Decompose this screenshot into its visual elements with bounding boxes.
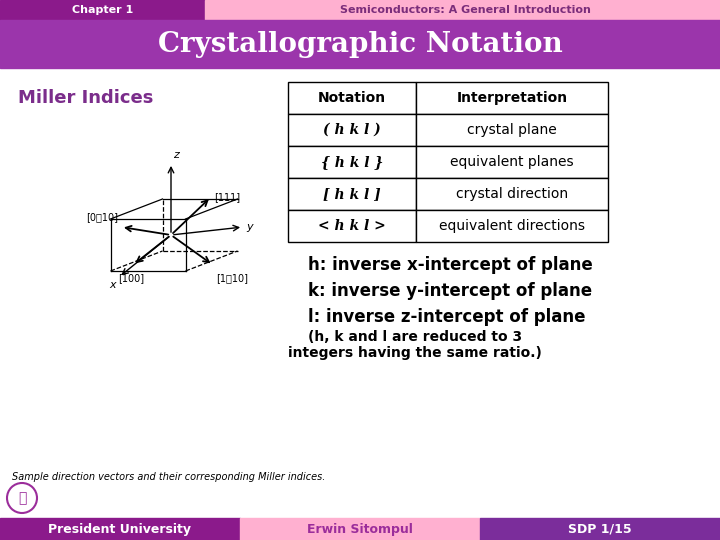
- Bar: [416, 82, 608, 114]
- Bar: [0, 518, 240, 540]
- Bar: [416, 178, 608, 210]
- Text: crystal direction: crystal direction: [456, 187, 568, 201]
- Bar: [0, 68, 720, 515]
- Text: [111]: [111]: [214, 192, 240, 202]
- Text: crystal plane: crystal plane: [467, 123, 557, 137]
- Bar: [0, 20, 720, 68]
- Bar: [288, 210, 416, 242]
- Text: ( h k l ): ( h k l ): [323, 123, 381, 137]
- Text: y: y: [246, 222, 253, 232]
- Text: Crystallographic Notation: Crystallographic Notation: [158, 30, 562, 57]
- Text: z: z: [173, 150, 179, 160]
- Text: President University: President University: [48, 523, 192, 536]
- Text: [ h k l ]: [ h k l ]: [323, 187, 381, 201]
- Bar: [288, 82, 416, 114]
- Bar: [0, 0, 205, 20]
- Text: [0͕10]: [0͕10]: [86, 212, 118, 222]
- Text: k: inverse y-intercept of plane: k: inverse y-intercept of plane: [308, 282, 592, 300]
- Bar: [288, 178, 416, 210]
- Text: < h k l >: < h k l >: [318, 219, 386, 233]
- Bar: [205, 0, 720, 20]
- Text: Ⓟ: Ⓟ: [18, 491, 26, 505]
- Bar: [240, 518, 480, 540]
- Bar: [416, 210, 608, 242]
- Text: Miller Indices: Miller Indices: [18, 89, 153, 107]
- Bar: [416, 146, 608, 178]
- Bar: [288, 146, 416, 178]
- Text: Erwin Sitompul: Erwin Sitompul: [307, 523, 413, 536]
- Text: [100]: [100]: [118, 273, 144, 283]
- Text: l: inverse z-intercept of plane: l: inverse z-intercept of plane: [308, 308, 585, 326]
- Text: h: inverse x-intercept of plane: h: inverse x-intercept of plane: [308, 256, 593, 274]
- Text: Sample direction vectors and their corresponding Miller indices.: Sample direction vectors and their corre…: [12, 472, 325, 482]
- Text: { h k l }: { h k l }: [321, 155, 383, 169]
- Text: Chapter 1: Chapter 1: [73, 5, 134, 15]
- Text: x: x: [109, 280, 116, 290]
- Text: SDP 1/15: SDP 1/15: [568, 523, 632, 536]
- Text: Notation: Notation: [318, 91, 386, 105]
- Text: equivalent planes: equivalent planes: [450, 155, 574, 169]
- Bar: [480, 518, 720, 540]
- Circle shape: [7, 483, 37, 513]
- Text: equivalent directions: equivalent directions: [439, 219, 585, 233]
- Bar: [416, 114, 608, 146]
- Text: (h, k and l are reduced to 3
integers having the same ratio.): (h, k and l are reduced to 3 integers ha…: [288, 330, 542, 360]
- Bar: [288, 114, 416, 146]
- Text: [1͕10]: [1͕10]: [216, 273, 248, 283]
- Text: Interpretation: Interpretation: [456, 91, 567, 105]
- Text: Semiconductors: A General Introduction: Semiconductors: A General Introduction: [340, 5, 590, 15]
